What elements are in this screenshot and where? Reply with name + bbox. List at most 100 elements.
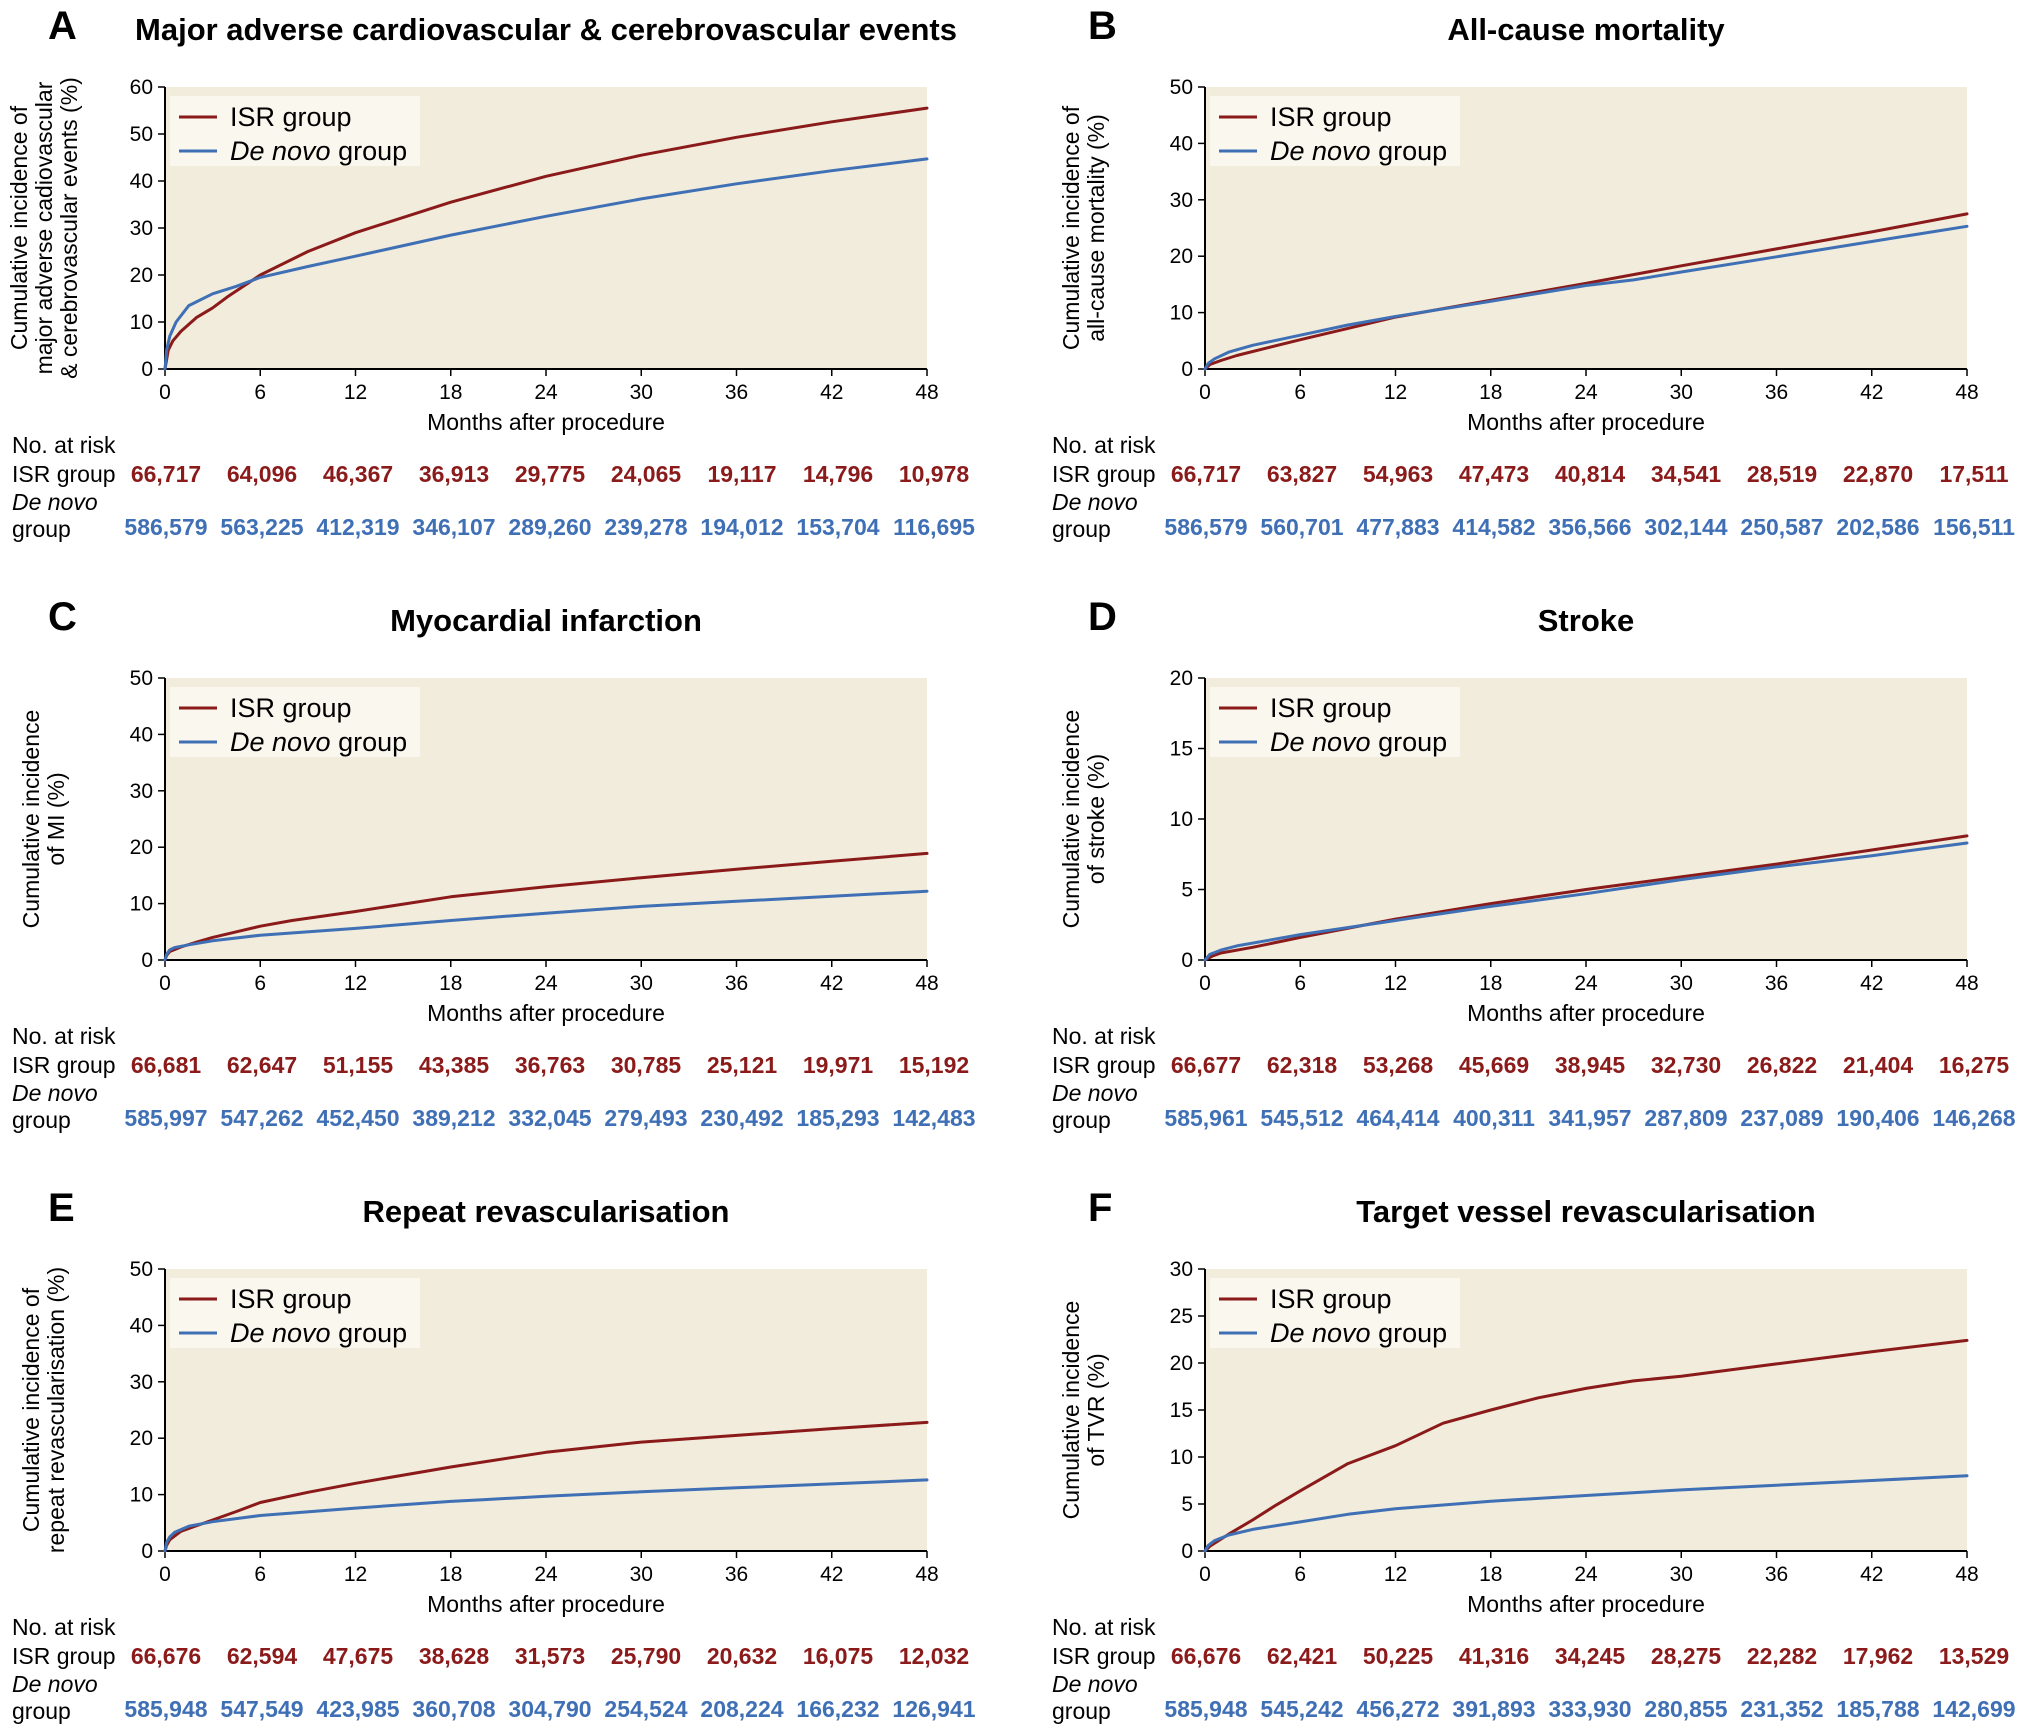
- legend-label-isr: ISR group: [230, 693, 352, 723]
- y-tick-label: 30: [1170, 189, 1193, 212]
- legend-box: [170, 687, 420, 757]
- chart-title: Repeat revascularisation: [362, 1194, 729, 1229]
- at-risk-isr-value: 15,192: [899, 1052, 969, 1078]
- panel-b: B All-cause mortality 0 10 20 30 40 50 0 6 12 18 24 3…: [1052, 4, 2015, 542]
- x-tick-label: 0: [1199, 1563, 1211, 1586]
- x-tick-label: 48: [1955, 972, 1978, 995]
- series-line-isr: [1203, 834, 1969, 962]
- legend-label-isr: ISR group: [230, 102, 352, 132]
- at-risk-denovo-value: 239,278: [604, 514, 687, 540]
- legend: ISR group De novo group: [1210, 1278, 1460, 1348]
- at-risk-denovo-value: 356,566: [1548, 514, 1631, 540]
- at-risk-denovo-value: 456,272: [1356, 1696, 1439, 1722]
- legend-box: [1210, 1278, 1460, 1348]
- at-risk-isr-label: ISR group: [1052, 461, 1156, 487]
- at-risk-isr-value: 66,717: [1171, 461, 1241, 487]
- at-risk-isr-value: 46,367: [323, 461, 393, 487]
- x-tick-label: 30: [1670, 1563, 1693, 1586]
- x-axis-label: Months after procedure: [427, 1591, 665, 1617]
- x-tick-label: 0: [1199, 381, 1211, 404]
- at-risk-header: No. at risk: [1052, 1023, 1156, 1049]
- y-tick-label: 40: [130, 1314, 153, 1337]
- at-risk-denovo-value: 190,406: [1836, 1105, 1919, 1131]
- legend-label-denovo: De novo group: [1270, 136, 1447, 166]
- x-tick-label: 24: [1574, 972, 1598, 995]
- x-tick-label: 12: [1384, 972, 1407, 995]
- at-risk-denovo-value: 153,704: [796, 514, 879, 540]
- at-risk-isr-value: 16,275: [1939, 1052, 2010, 1078]
- x-tick-label: 6: [254, 381, 266, 404]
- at-risk-denovo-value: 412,319: [316, 514, 399, 540]
- panel-c: C Myocardial infarction 0 10 20 30 40 50 0 6 12 18 2…: [12, 595, 976, 1133]
- at-risk-header: No. at risk: [12, 432, 116, 458]
- at-risk-isr-value: 62,594: [227, 1643, 298, 1669]
- y-tick-label: 60: [130, 76, 153, 99]
- at-risk-isr-label: ISR group: [12, 461, 116, 487]
- series-line-denovo: [1203, 1474, 1969, 1553]
- y-tick-label: 10: [130, 311, 153, 334]
- legend: ISR group De novo group: [170, 96, 420, 166]
- y-tick-label: 0: [1181, 358, 1193, 381]
- x-tick-label: 42: [820, 1563, 843, 1586]
- at-risk-denovo-value: 563,225: [220, 514, 303, 540]
- at-risk-denovo-label-rest: group: [12, 1698, 71, 1724]
- at-risk-isr-value: 63,827: [1267, 461, 1337, 487]
- y-tick-label: 30: [130, 217, 153, 240]
- at-risk-isr-value: 34,541: [1651, 461, 1722, 487]
- at-risk-denovo-value: 250,587: [1740, 514, 1823, 540]
- at-risk-denovo-value: 547,549: [220, 1696, 303, 1722]
- x-tick-label: 30: [630, 972, 653, 995]
- y-tick-label: 20: [130, 1427, 153, 1450]
- legend: ISR group De novo group: [1210, 96, 1460, 166]
- x-tick-label: 0: [159, 381, 171, 404]
- series-line-isr: [1203, 212, 1969, 371]
- x-axis-label: Months after procedure: [1467, 1000, 1705, 1026]
- at-risk-denovo-value: 231,352: [1740, 1696, 1823, 1722]
- x-tick-label: 18: [439, 1563, 462, 1586]
- y-tick-label: 15: [1170, 738, 1193, 761]
- y-tick-label: 30: [130, 1371, 153, 1394]
- x-tick-label: 6: [1294, 1563, 1306, 1586]
- x-tick-label: 42: [1860, 972, 1883, 995]
- at-risk-denovo-value: 142,699: [1932, 1696, 2015, 1722]
- y-tick-label: 50: [130, 123, 153, 146]
- at-risk-isr-value: 40,814: [1555, 461, 1626, 487]
- at-risk-denovo-label-rest: group: [12, 516, 71, 542]
- at-risk-denovo-value: 304,790: [508, 1696, 591, 1722]
- at-risk-denovo-label: De novo: [1052, 1080, 1138, 1106]
- y-tick-label: 40: [130, 170, 153, 193]
- at-risk-isr-label: ISR group: [12, 1052, 116, 1078]
- at-risk-denovo-label: De novo: [1052, 489, 1138, 515]
- x-tick-label: 12: [1384, 1563, 1407, 1586]
- y-tick-label: 0: [141, 358, 153, 381]
- at-risk-denovo-label: De novo: [12, 1080, 98, 1106]
- at-risk-isr-value: 17,511: [1939, 461, 2008, 487]
- at-risk-denovo-value: 302,144: [1644, 514, 1727, 540]
- legend-label-isr: ISR group: [1270, 1284, 1392, 1314]
- chart-title: All-cause mortality: [1447, 12, 1725, 47]
- at-risk-denovo-value: 346,107: [412, 514, 495, 540]
- x-tick-label: 30: [630, 1563, 653, 1586]
- at-risk-denovo-value: 279,493: [604, 1105, 687, 1131]
- at-risk-denovo-value: 477,883: [1356, 514, 1439, 540]
- at-risk-denovo-value: 116,695: [893, 514, 975, 540]
- y-axis-label: Cumulative incidence of: [18, 1287, 44, 1532]
- at-risk-denovo-value: 289,260: [508, 514, 591, 540]
- at-risk-isr-label: ISR group: [12, 1643, 116, 1669]
- x-tick-label: 48: [1955, 381, 1978, 404]
- at-risk-denovo-value: 156,511: [1933, 514, 2015, 540]
- x-tick-label: 0: [159, 972, 171, 995]
- at-risk-isr-value: 62,421: [1267, 1643, 1338, 1669]
- at-risk-isr-value: 28,275: [1651, 1643, 1722, 1669]
- x-tick-label: 30: [1670, 381, 1693, 404]
- x-tick-label: 18: [1479, 972, 1502, 995]
- at-risk-denovo-value: 389,212: [412, 1105, 495, 1131]
- at-risk-denovo-value: 230,492: [700, 1105, 783, 1131]
- at-risk-isr-value: 50,225: [1363, 1643, 1434, 1669]
- x-axis-label: Months after procedure: [1467, 409, 1705, 435]
- x-tick-label: 42: [1860, 381, 1883, 404]
- legend-label-denovo: De novo group: [1270, 727, 1447, 757]
- y-tick-label: 15: [1170, 1399, 1193, 1422]
